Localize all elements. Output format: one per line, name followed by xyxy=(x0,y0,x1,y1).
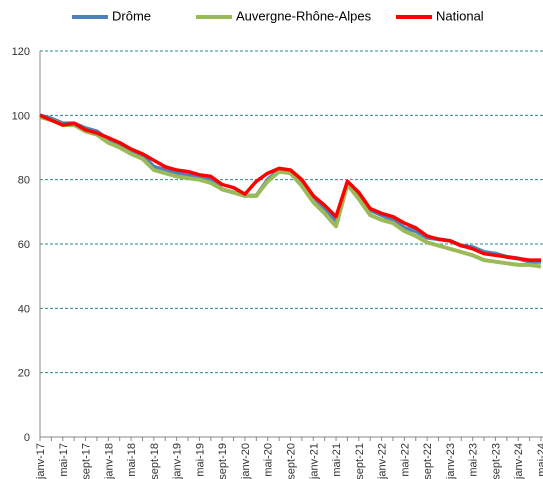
legend-label: National xyxy=(436,8,484,23)
line-series xyxy=(39,113,541,264)
legend-label: Drôme xyxy=(112,8,151,23)
line-series xyxy=(39,114,542,269)
x-tick-label: mai-19 xyxy=(194,443,206,477)
x-tick-label: janv-22 xyxy=(377,443,389,479)
line-series xyxy=(39,113,541,262)
x-tick-label: sept-19 xyxy=(217,443,229,479)
x-tick-label: janv-24 xyxy=(513,443,525,479)
x-tick-label: mai-24 xyxy=(536,443,543,477)
x-tick-label: mai-22 xyxy=(399,443,411,477)
x-tick-label: mai-17 xyxy=(58,443,70,477)
x-tick-label: sept-22 xyxy=(422,443,434,479)
x-tick-label: sept-20 xyxy=(286,443,298,479)
legend-label: Auvergne-Rhône-Alpes xyxy=(236,8,372,23)
x-tick-label: janv-21 xyxy=(308,443,320,479)
y-tick-label: 20 xyxy=(18,368,30,380)
y-tick-label: 40 xyxy=(18,303,30,315)
x-tick-label: janv-20 xyxy=(240,443,252,479)
x-tick-label: sept-17 xyxy=(81,443,93,479)
x-tick-label: sept-21 xyxy=(354,443,366,479)
x-tick-label: mai-18 xyxy=(126,443,138,477)
x-tick-label: janv-19 xyxy=(172,443,184,479)
y-tick-label: 0 xyxy=(24,432,30,444)
x-tick-label: mai-21 xyxy=(331,443,343,477)
x-tick-label: mai-23 xyxy=(468,443,480,477)
y-tick-label: 100 xyxy=(12,110,30,122)
x-tick-label: janv-18 xyxy=(103,443,115,479)
x-tick-label: sept-23 xyxy=(490,443,502,479)
y-tick-label: 60 xyxy=(18,239,30,251)
x-tick-label: janv-17 xyxy=(35,443,47,479)
x-tick-label: sept-18 xyxy=(149,443,161,479)
x-tick-label: mai-20 xyxy=(263,443,275,477)
y-tick-label: 80 xyxy=(18,175,30,187)
y-tick-label: 120 xyxy=(12,46,30,58)
x-tick-label: janv-23 xyxy=(445,443,457,479)
